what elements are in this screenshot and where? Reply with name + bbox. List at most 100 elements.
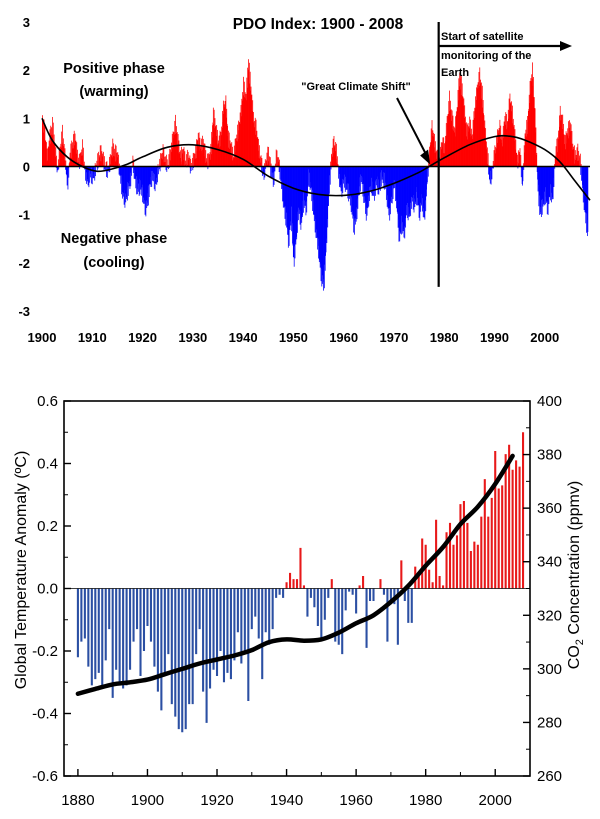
pdo-bar (274, 163, 276, 167)
pdo-bar (207, 153, 208, 167)
pdo-y-tick-label: -3 (18, 304, 30, 319)
pdo-bar (432, 130, 434, 167)
pdo-bar (81, 155, 83, 167)
pdo-bar (98, 155, 100, 167)
pdo-bar (80, 152, 82, 167)
pdo-bar (388, 166, 389, 209)
pdo-bar (99, 157, 101, 167)
pdo-bar (98, 160, 100, 167)
pdo-bar (397, 166, 399, 214)
pdo-bar (278, 166, 280, 173)
pdo-bar (63, 146, 65, 167)
pdo-bar (413, 166, 414, 196)
pdo-bar (305, 166, 306, 203)
co2-axis-label: CO2 Concentration (ppmv) (566, 481, 586, 669)
pdo-bar (380, 166, 382, 187)
temperature-bar (504, 454, 507, 589)
pdo-x-tick-label: 1990 (480, 330, 509, 345)
pdo-bar (322, 166, 324, 284)
pdo-bar (473, 111, 475, 167)
pdo-bar (122, 166, 123, 199)
pdo-bar (328, 166, 329, 207)
pdo-bar (395, 166, 397, 189)
pdo-bar (160, 153, 162, 167)
pdo-bar (526, 133, 528, 167)
pdo-bar (230, 155, 232, 167)
temperature-bar (83, 588, 86, 639)
pdo-bar (116, 160, 117, 167)
pdo-bar (279, 159, 280, 167)
pdo-bar (52, 122, 54, 167)
pdo-bar (233, 156, 234, 167)
pdo-bar (541, 166, 543, 215)
pdo-bar (200, 146, 202, 167)
pdo-bar (519, 153, 520, 167)
pdo-bar (118, 154, 120, 167)
pdo-bar (81, 149, 83, 167)
pdo-bar (587, 166, 588, 237)
pdo-bar (91, 166, 93, 185)
pdo-bar (385, 166, 387, 187)
pdo-bar (73, 134, 74, 167)
pdo-bar (224, 107, 226, 167)
pdo-bar (442, 153, 444, 167)
pdo-bar (509, 93, 511, 167)
pdo-bar (135, 166, 137, 177)
temperature-bar (351, 588, 354, 595)
pdo-bar (168, 166, 169, 170)
pdo-bar (456, 107, 458, 167)
pdo-bar (399, 166, 401, 242)
pdo-bar (432, 136, 434, 167)
pdo-bar (484, 127, 485, 167)
pdo-bar (457, 89, 459, 167)
pdo-bar (425, 166, 427, 212)
pdo-bar (300, 166, 302, 230)
pdo-bar (157, 164, 159, 167)
temperature-bar (156, 588, 159, 692)
pdo-bar (126, 166, 127, 200)
pdo-bar (79, 166, 81, 169)
pdo-bar (386, 166, 388, 187)
pdo-bar (239, 123, 241, 167)
pdo-index-bars (42, 59, 589, 291)
pdo-bar (54, 144, 55, 167)
pdo-bar (42, 118, 44, 167)
pdo-bar (249, 83, 251, 167)
pdo-bar (210, 154, 212, 167)
temperature-bar (101, 588, 104, 689)
pdo-bar (230, 145, 231, 167)
pdo-bar (70, 143, 72, 167)
pdo-bar (79, 153, 81, 167)
pdo-bar (220, 146, 221, 167)
pdo-bar (142, 166, 144, 204)
pdo-bar (159, 166, 161, 172)
pdo-bar (538, 166, 540, 207)
pdo-bar (355, 166, 357, 219)
pdo-bar (518, 163, 520, 167)
pdo-bar (511, 119, 513, 167)
pdo-bar (126, 166, 128, 188)
temperature-bar (407, 588, 410, 623)
pdo-bar (359, 166, 361, 192)
pdo-bar (376, 166, 378, 180)
pdo-bar (424, 166, 426, 220)
pdo-bar (116, 152, 118, 167)
pdo-bar (529, 80, 531, 167)
pdo-bar (162, 144, 164, 167)
pdo-bar (325, 166, 327, 253)
pdo-bar (145, 166, 146, 202)
pdo-bar (475, 96, 476, 167)
pdo-bar (373, 166, 375, 190)
pdo-bar (143, 166, 145, 198)
satellite-label-line2: monitoring of the (441, 50, 531, 62)
pdo-bar (194, 159, 195, 167)
pdo-bar (489, 166, 490, 180)
temperature-bar (306, 588, 309, 617)
pdo-bar (99, 145, 101, 167)
pdo-bar (576, 157, 577, 167)
temperature-bar (372, 588, 375, 601)
pdo-bar (459, 78, 461, 167)
pdo-bar (543, 166, 545, 192)
pdo-bar (515, 149, 516, 167)
pdo-bar (504, 116, 506, 167)
